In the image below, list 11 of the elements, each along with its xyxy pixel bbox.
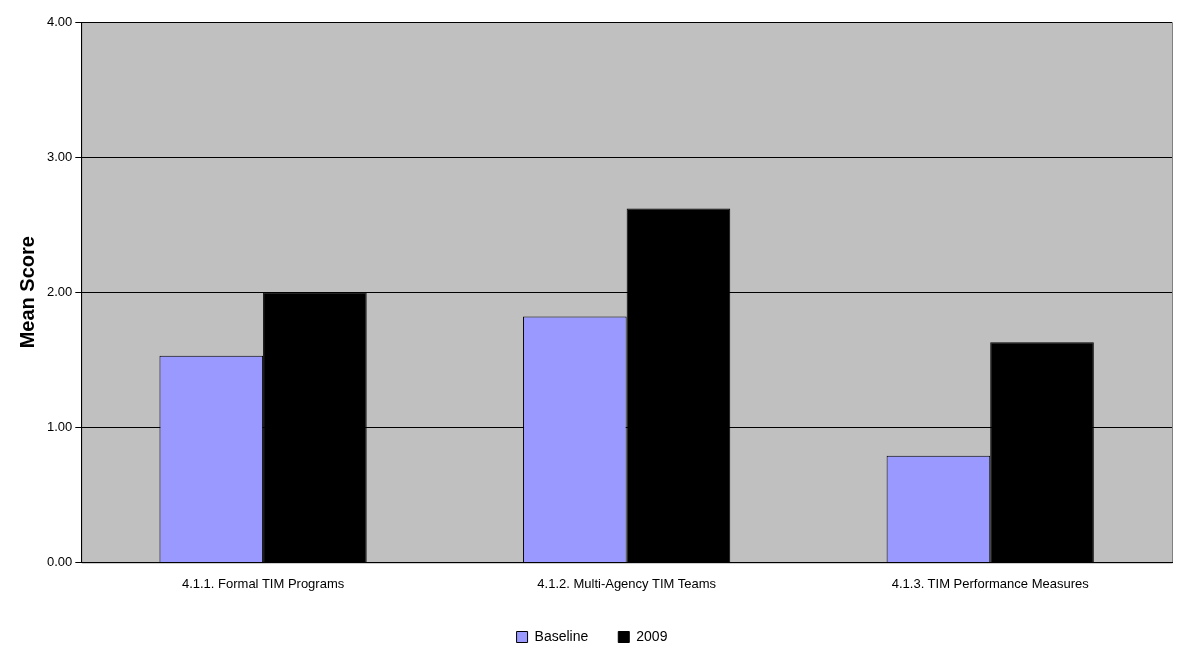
x-tick-label: 4.1.1. Formal TIM Programs xyxy=(181,575,345,591)
y-tick-label: 2.00 xyxy=(46,283,73,299)
x-tick-label: 4.1.3. TIM Performance Measures xyxy=(891,575,1090,591)
y-tick-label: 0.00 xyxy=(46,553,73,569)
y-axis-title: Mean Score xyxy=(15,236,38,349)
legend-label: Baseline xyxy=(534,627,589,644)
y-tick-label: 3.00 xyxy=(46,148,73,164)
x-tick-label: 4.1.2. Multi-Agency TIM Teams xyxy=(537,575,717,591)
y-tick-label: 1.00 xyxy=(46,418,73,434)
y-tick-label: 4.00 xyxy=(46,13,73,29)
legend-label: 2009 xyxy=(636,627,668,644)
